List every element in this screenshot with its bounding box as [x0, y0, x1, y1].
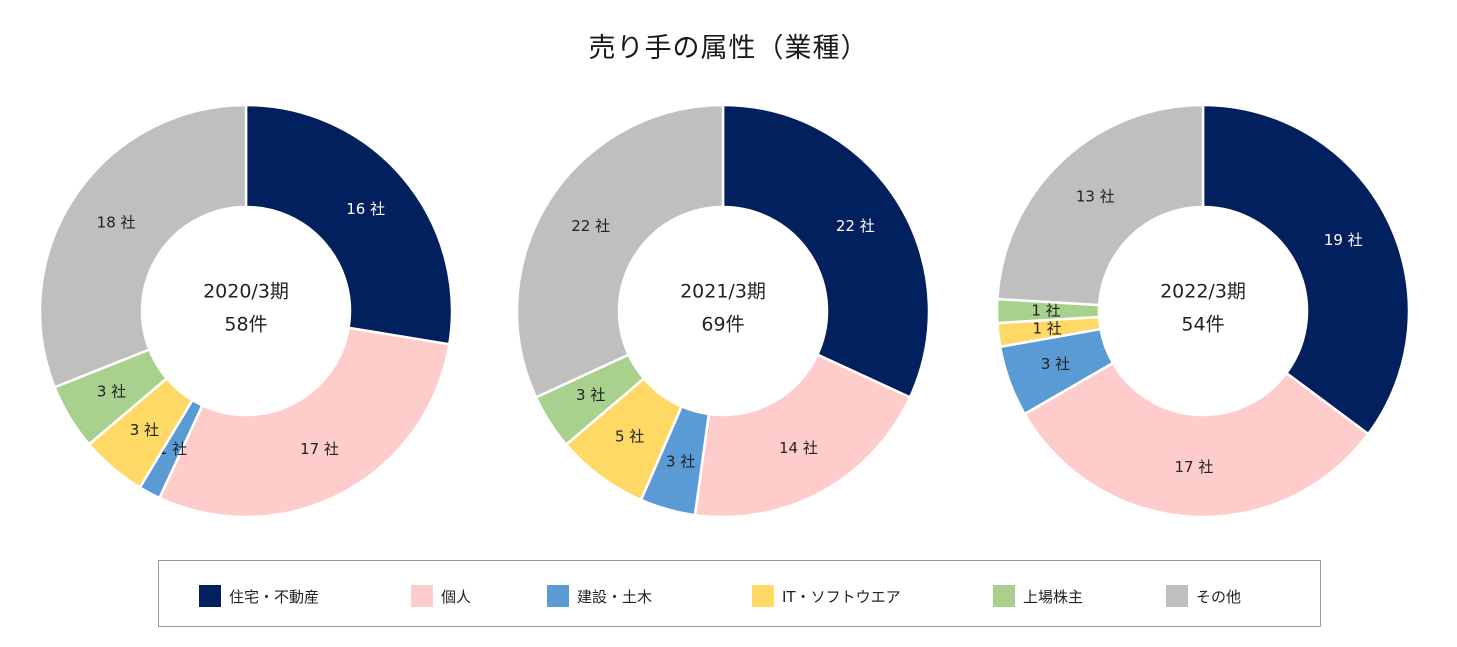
legend-swatch-construction: [547, 585, 569, 607]
slice-label-construction-3: 3 社: [1041, 355, 1070, 373]
slice-label-housing-1: 16 社: [346, 200, 385, 218]
legend-label-housing: 住宅・不動産: [229, 587, 320, 606]
slice-label-individual-2: 14 社: [779, 439, 818, 457]
slice-label-individual-1: 17 社: [300, 440, 339, 458]
legend-label-individual: 個人: [441, 587, 472, 606]
legend-label-construction: 建設・土木: [577, 587, 653, 606]
legend-item-construction: 建設・土木: [547, 585, 652, 607]
slice-label-it-software-1: 3 社: [130, 421, 159, 439]
slice-housing-3: [1201, 103, 1411, 436]
slice-other-1: [38, 103, 248, 389]
chart-total-label-2: 69件: [701, 314, 744, 336]
slice-label-housing-3: 19 社: [1324, 231, 1363, 249]
legend-label-other: その他: [1196, 587, 1242, 606]
legend-item-it-software: IT・ソフトウエア: [752, 585, 901, 607]
slice-housing-2: [721, 103, 931, 399]
legend-swatch-other: [1166, 585, 1188, 607]
slice-individual-3: [1023, 361, 1370, 519]
slice-individual-2: [693, 353, 912, 519]
legend-item-individual: 個人: [411, 585, 471, 607]
slice-label-listed-shareholder-1: 3 社: [97, 382, 126, 400]
legend-swatch-housing: [199, 585, 221, 607]
slice-label-other-2: 22 社: [571, 217, 610, 235]
donut-chart-3: 19 社 17 社 3 社 1 社1 社 13 社 2022/3期 54件: [995, 103, 1411, 519]
donut-charts: 16 社 17 社 1 社 3 社 3 社 18 社 2020/3期 58件 22 社 14 社 3…: [38, 103, 1411, 519]
slice-label-housing-2: 22 社: [836, 217, 875, 235]
slice-other-3: [996, 103, 1205, 307]
slice-label-other-1: 18 社: [97, 213, 136, 231]
slice-other-2: [515, 103, 725, 399]
chart-total-label-1: 58件: [224, 314, 267, 336]
chart-title: 売り手の属性（業種）: [588, 33, 869, 64]
slice-label-individual-3: 17 社: [1174, 458, 1213, 476]
legend-label-it-software: IT・ソフトウエア: [782, 587, 901, 606]
slice-label-construction-2: 3 社: [666, 453, 695, 471]
chart-period-label-3: 2022/3期: [1160, 281, 1246, 303]
donut-chart-2: 22 社 14 社 3 社 5 社 3 社 22 社 2021/3期 69件: [515, 103, 931, 519]
slice-label-it-software-2: 5 社: [615, 428, 644, 446]
slice-label-other-3: 13 社: [1076, 187, 1115, 205]
slice-label-listed-shareholder-2: 3 社: [576, 386, 605, 404]
legend-swatch-it-software: [752, 585, 774, 607]
legend-swatch-listed-shareholder: [993, 585, 1015, 607]
chart-total-label-3: 54件: [1181, 314, 1224, 336]
chart-period-label-1: 2020/3期: [203, 281, 289, 303]
legend-item-housing: 住宅・不動産: [199, 585, 319, 607]
legend-item-other: その他: [1166, 585, 1241, 607]
legend-label-listed-shareholder: 上場株主: [1023, 587, 1084, 606]
slice-label-it-software-3: 1 社: [1032, 320, 1061, 338]
legend-item-listed-shareholder: 上場株主: [993, 585, 1083, 607]
legend: 住宅・不動産 個人 建設・土木 IT・ソフトウエア 上場株主 その他: [158, 560, 1321, 627]
slice-label-listed-shareholder-3: 1 社: [1031, 302, 1060, 320]
slice-housing-1: [244, 103, 454, 346]
slice-individual-1: [158, 326, 451, 519]
legend-swatch-individual: [411, 585, 433, 607]
chart-period-label-2: 2021/3期: [680, 281, 766, 303]
